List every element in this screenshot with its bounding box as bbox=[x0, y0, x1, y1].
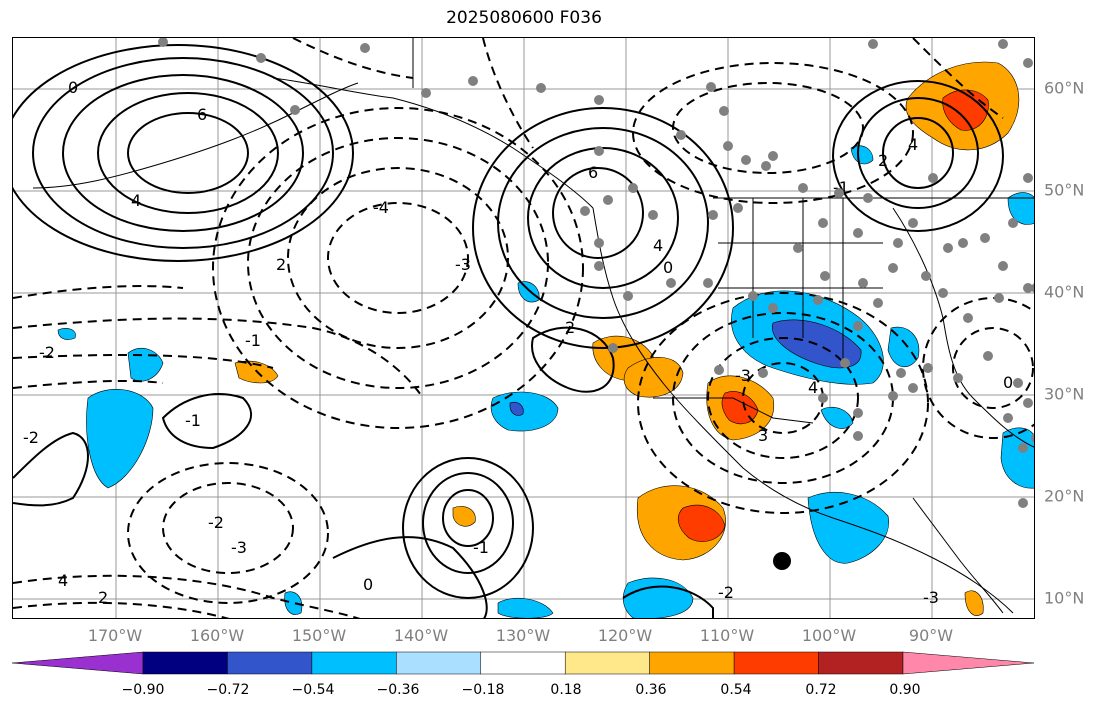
colorbar-segment bbox=[649, 651, 735, 675]
contour-label: 2 bbox=[565, 318, 575, 337]
blue-area bbox=[490, 391, 559, 432]
contour-label: 3 bbox=[758, 426, 768, 445]
contour-label: 0 bbox=[68, 78, 78, 97]
contour-label: -3 bbox=[455, 255, 471, 274]
contour-label: -1 bbox=[473, 538, 489, 557]
orange-area bbox=[964, 590, 984, 616]
longitude-label: 130°W bbox=[495, 626, 551, 645]
colorbar-segment bbox=[311, 651, 397, 675]
colorbar-segment bbox=[480, 651, 566, 675]
blue-area bbox=[887, 326, 920, 368]
longitude-label: 110°W bbox=[699, 626, 755, 645]
contour-label: 4 bbox=[653, 236, 663, 255]
coastlines bbox=[32, 38, 1034, 614]
map-title: 2025080600 F036 bbox=[446, 8, 602, 28]
colorbar-tick: 0.18 bbox=[550, 682, 582, 698]
contour-label: 2 bbox=[98, 588, 108, 607]
latitude-label: 40°N bbox=[1044, 282, 1085, 302]
shaded-fields bbox=[57, 61, 1034, 618]
blue-area bbox=[850, 145, 874, 165]
blue-area bbox=[623, 577, 694, 618]
colorbar-extend-min bbox=[12, 651, 144, 675]
blue-area bbox=[57, 328, 76, 340]
colorbar-tick: −0.72 bbox=[206, 682, 250, 698]
colorbar-tick: 0.90 bbox=[889, 682, 921, 698]
latitude-label: 50°N bbox=[1044, 180, 1085, 200]
contour-label: -3 bbox=[923, 588, 939, 607]
blue-area bbox=[127, 348, 164, 382]
contour-label: -2 bbox=[718, 583, 734, 602]
colorbar-tick: −0.36 bbox=[376, 682, 420, 698]
contour-label: 0 bbox=[663, 258, 673, 277]
red-area bbox=[677, 504, 726, 542]
latitude-label: 10°N bbox=[1044, 588, 1085, 608]
blue-area bbox=[1007, 192, 1034, 225]
colorbar bbox=[12, 651, 1035, 675]
latitude-label: 30°N bbox=[1044, 384, 1085, 404]
contour-label: 2 bbox=[878, 151, 888, 170]
colorbar-segment bbox=[564, 651, 650, 675]
map-panel[interactable]: 6 4 2 0 -1 -2 -3 -4 6 4 2 0 -1 -2 -3 4 2… bbox=[12, 37, 1035, 619]
contour-label: 0 bbox=[1003, 373, 1013, 392]
station-markers bbox=[158, 38, 1034, 508]
colorbar-segment bbox=[396, 651, 482, 675]
contour-label: -2 bbox=[208, 513, 224, 532]
contour-label: -1 bbox=[185, 411, 201, 430]
blue-area bbox=[86, 388, 154, 489]
blue-area bbox=[820, 406, 854, 429]
colorbar-extend-max bbox=[902, 651, 1035, 675]
contour-labels: 6 4 2 0 -1 -2 -3 -4 6 4 2 0 -1 -2 -3 4 2… bbox=[23, 78, 1013, 607]
contour-label: -2 bbox=[23, 428, 39, 447]
colorbar-segment bbox=[733, 651, 819, 675]
longitude-label: 100°W bbox=[801, 626, 857, 645]
contour-label: 6 bbox=[588, 163, 598, 182]
blue-area bbox=[284, 591, 303, 615]
latitude-label: 60°N bbox=[1044, 78, 1085, 98]
colorbar-segment bbox=[818, 651, 904, 675]
contour-label: 4 bbox=[58, 571, 68, 590]
blue-area bbox=[517, 281, 540, 303]
contour-label: 6 bbox=[197, 105, 207, 124]
dark-blue-area bbox=[509, 401, 524, 416]
contour-label: -4 bbox=[373, 198, 389, 217]
highlight-marker bbox=[773, 552, 791, 570]
longitude-label: 120°W bbox=[597, 626, 653, 645]
blue-area bbox=[497, 597, 554, 618]
colorbar-segment bbox=[142, 651, 228, 675]
orange-area bbox=[452, 506, 476, 527]
colorbar-tick: 0.36 bbox=[635, 682, 667, 698]
longitude-label: 150°W bbox=[291, 626, 347, 645]
colorbar-segment bbox=[227, 651, 313, 675]
latitude-label: 20°N bbox=[1044, 486, 1085, 506]
longitude-label: 140°W bbox=[393, 626, 449, 645]
contour-label: -1 bbox=[245, 331, 261, 350]
contour-label: 4 bbox=[908, 135, 918, 154]
contour-label: -3 bbox=[735, 366, 751, 385]
longitude-label: 170°W bbox=[87, 626, 143, 645]
colorbar-tick: −0.90 bbox=[121, 682, 165, 698]
contour-label: -3 bbox=[231, 538, 247, 557]
colorbar-tick: 0.72 bbox=[805, 682, 837, 698]
colorbar-tick: −0.54 bbox=[291, 682, 335, 698]
blue-area bbox=[807, 491, 890, 564]
contour-label: 4 bbox=[808, 378, 818, 397]
colorbar-tick: 0.54 bbox=[720, 682, 752, 698]
contour-label: 2 bbox=[276, 255, 286, 274]
contour-label: 0 bbox=[363, 575, 373, 594]
contour-label: 4 bbox=[131, 191, 141, 210]
contour-label: -2 bbox=[39, 343, 55, 362]
map-svg: 6 4 2 0 -1 -2 -3 -4 6 4 2 0 -1 -2 -3 4 2… bbox=[13, 38, 1034, 618]
longitude-label: 160°W bbox=[189, 626, 245, 645]
longitude-label: 90°W bbox=[908, 626, 954, 645]
colorbar-tick: −0.18 bbox=[461, 682, 505, 698]
